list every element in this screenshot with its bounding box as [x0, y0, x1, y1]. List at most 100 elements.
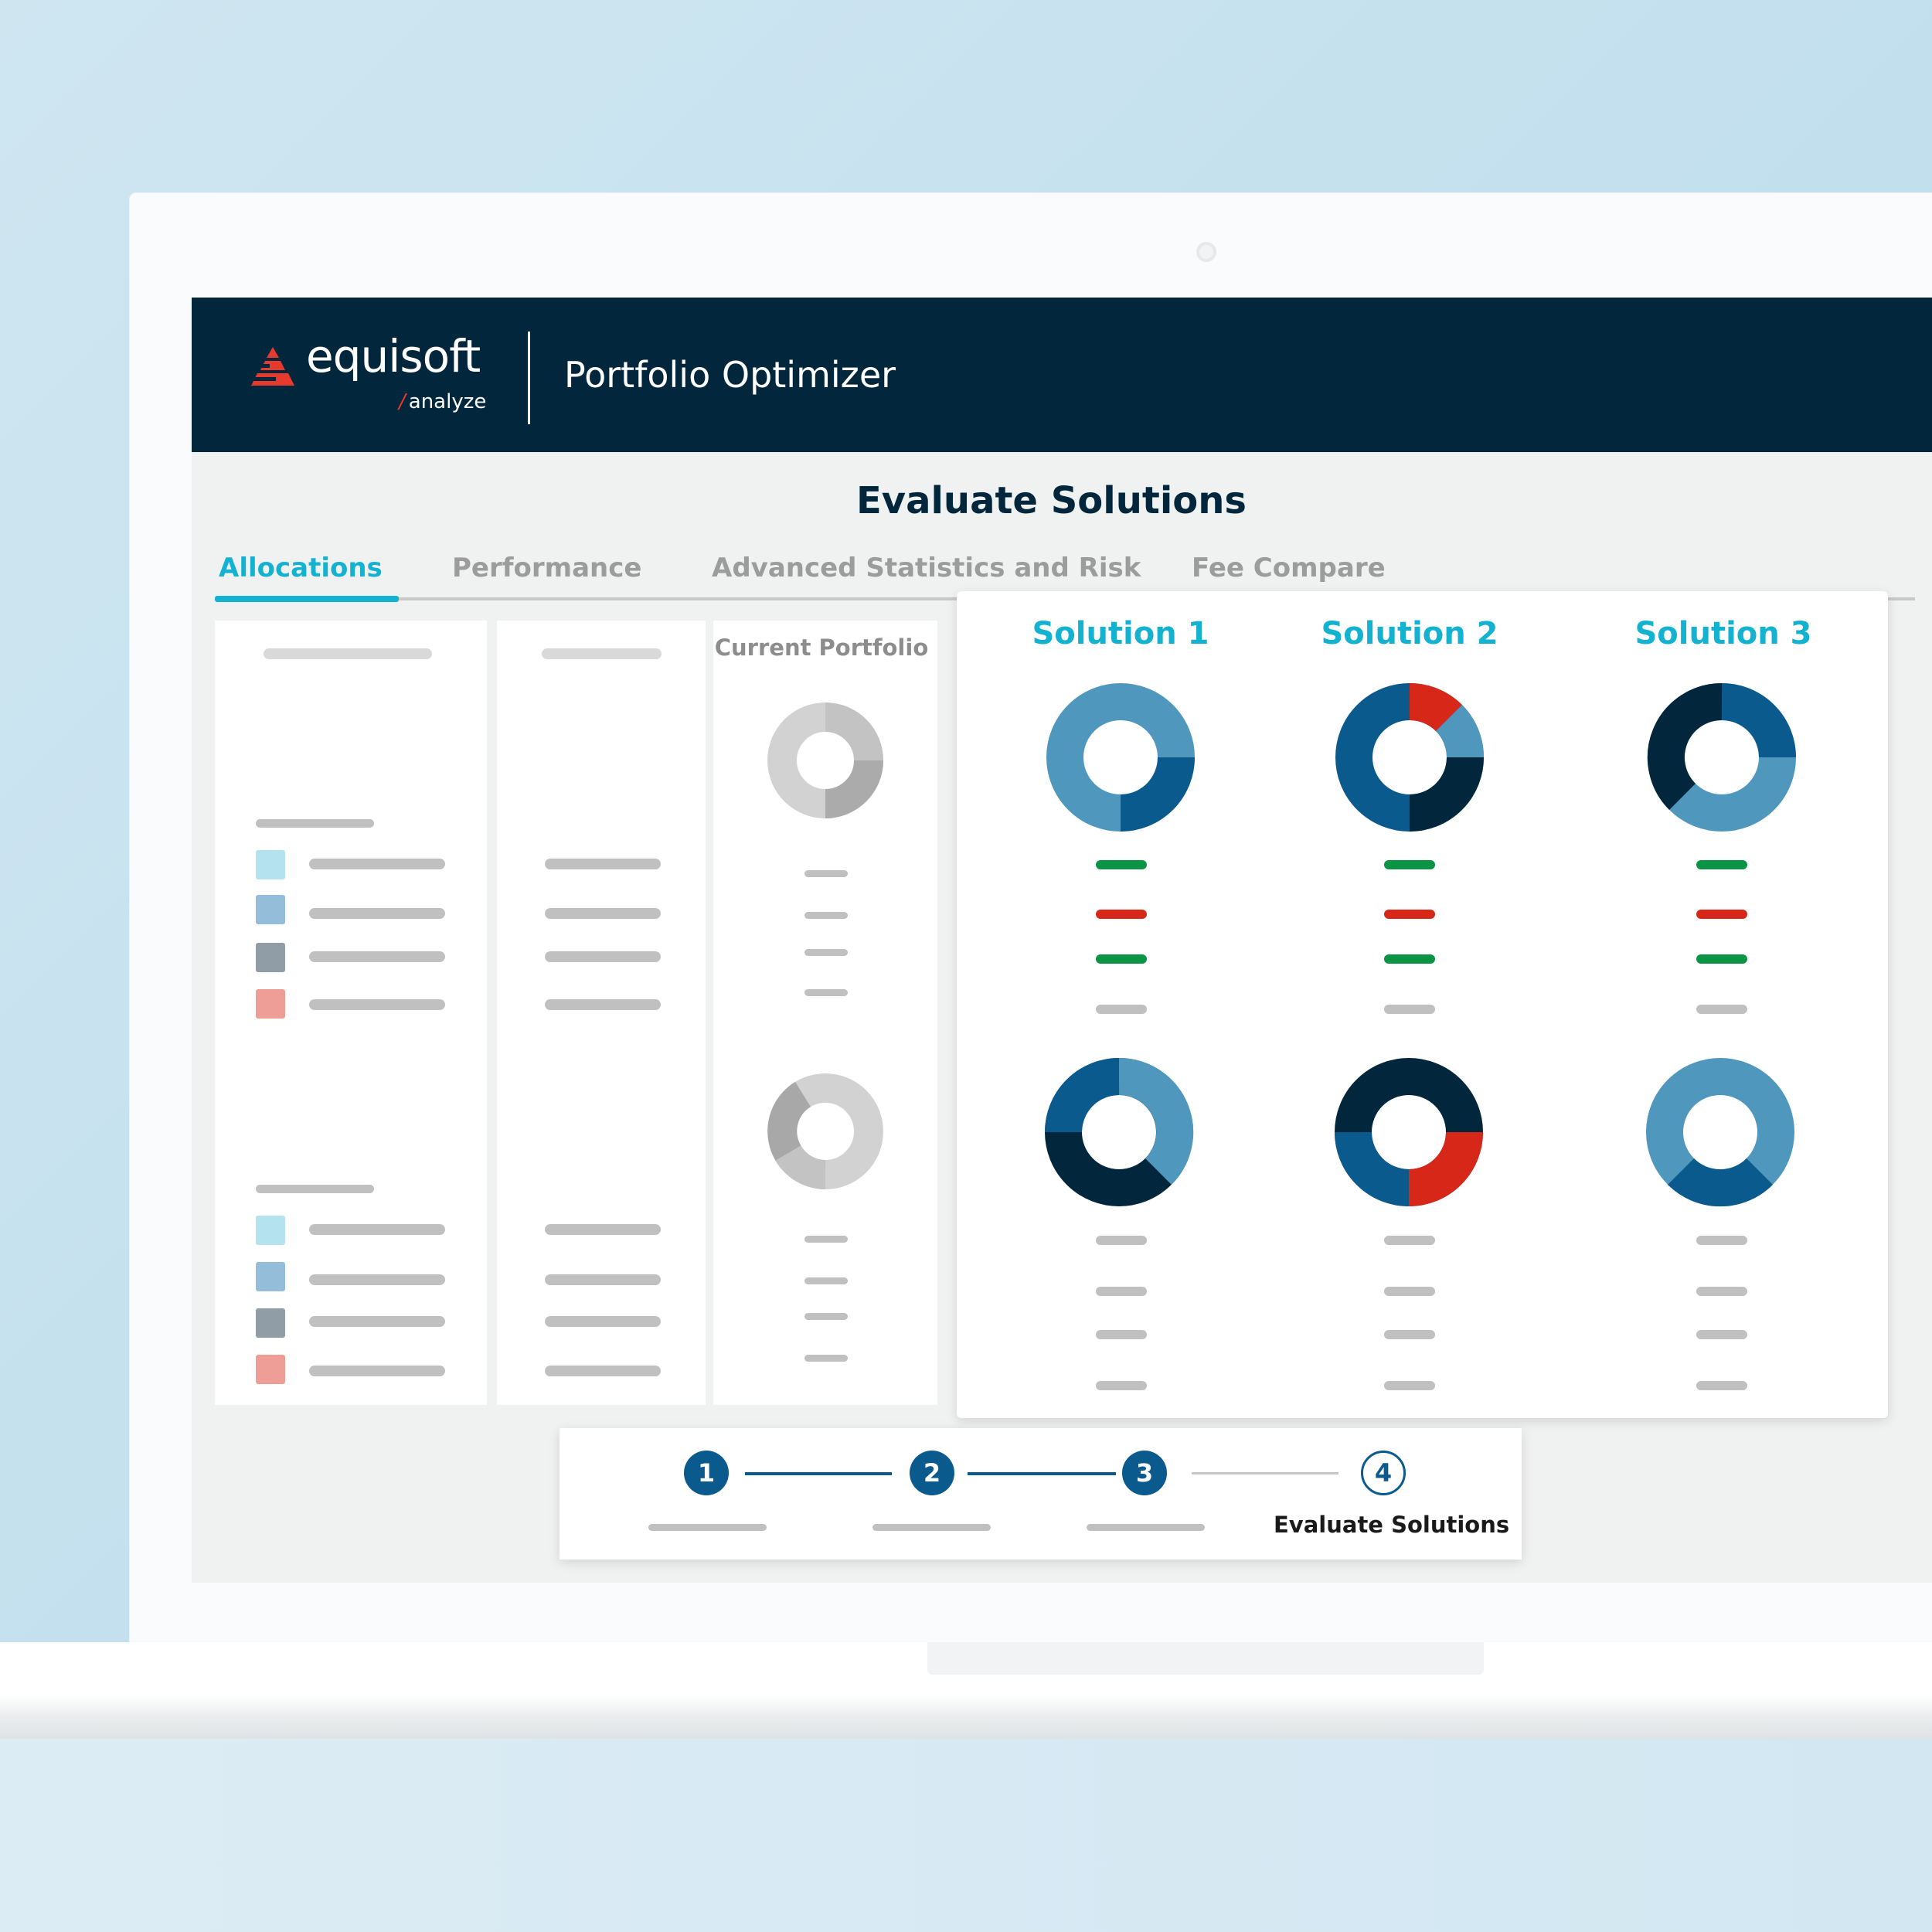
placeholder-bar [309, 1274, 445, 1285]
header-divider [528, 332, 530, 424]
step-4-label: Evaluate Solutions [1274, 1512, 1510, 1538]
current-donut-1 [767, 702, 883, 818]
placeholder-bar [309, 1224, 445, 1235]
equisoft-logo-icon [250, 347, 294, 386]
placeholder-bar [804, 1313, 848, 1320]
metric-dash-grey [1096, 1005, 1147, 1014]
placeholder-bar [542, 648, 662, 659]
brand-sub: / analyze [399, 390, 487, 413]
legend-swatch [256, 989, 285, 1019]
placeholder-bar [256, 1185, 374, 1193]
metric-dash-grey [1696, 1330, 1747, 1339]
step-3-label-placeholder [1087, 1524, 1205, 1531]
solution-3-donut-1 [1647, 682, 1796, 832]
placeholder-bar [309, 859, 445, 869]
values-card [497, 621, 706, 1405]
placeholder-bar [545, 1316, 661, 1327]
solution-1-title[interactable]: Solution 1 [1032, 616, 1209, 651]
screen: equisoft / analyze Portfolio Optimizer Ev… [192, 298, 1932, 1583]
step-connector [745, 1472, 892, 1475]
tab-allocations[interactable]: Allocations [219, 553, 383, 583]
placeholder-bar [545, 951, 661, 962]
legend-swatch [256, 1355, 285, 1384]
placeholder-bar [545, 999, 661, 1010]
app-header: equisoft / analyze Portfolio Optimizer [192, 298, 1932, 452]
solution-2-donut-2 [1335, 1058, 1483, 1206]
progress-stepper: 1 2 3 4 Evaluate Solutions [560, 1428, 1522, 1560]
tab-fee-compare[interactable]: Fee Compare [1192, 553, 1386, 583]
metric-dash-grey [1384, 1005, 1435, 1014]
step-2-label-placeholder [872, 1524, 991, 1531]
current-portfolio-card: Current Portfolio [713, 621, 937, 1405]
current-portfolio-title: Current Portfolio [714, 634, 929, 661]
solution-3-donut-2 [1646, 1058, 1794, 1207]
webcam-icon [1196, 242, 1216, 262]
placeholder-bar [309, 951, 445, 962]
placeholder-bar [309, 999, 445, 1010]
legend-swatch [256, 895, 285, 924]
placeholder-bar [309, 1366, 445, 1376]
placeholder-bar [309, 908, 445, 919]
placeholder-bar [256, 819, 374, 828]
placeholder-bar [545, 1224, 661, 1235]
metric-dash-grey [1096, 1287, 1147, 1296]
placeholder-bar [804, 989, 848, 996]
metric-dash-green [1096, 860, 1147, 869]
metric-dash-grey [1096, 1381, 1147, 1390]
placeholder-bar [804, 949, 848, 956]
step-1-label-placeholder [648, 1524, 767, 1531]
legend-swatch [256, 943, 285, 972]
legend-swatch [256, 1216, 285, 1245]
solution-1-donut-2 [1045, 1057, 1194, 1206]
step-connector [968, 1472, 1116, 1475]
solution-2-donut-1 [1335, 682, 1485, 832]
solution-2-title[interactable]: Solution 2 [1321, 616, 1498, 651]
solution-3-title[interactable]: Solution 3 [1634, 616, 1812, 651]
metric-dash-red [1696, 910, 1747, 919]
brand-name: equisoft [306, 330, 481, 383]
legend-swatch [256, 850, 285, 879]
placeholder-bar [804, 1277, 848, 1284]
placeholder-bar [309, 1316, 445, 1327]
placeholder-bar [804, 870, 848, 877]
metric-dash-green [1096, 954, 1147, 964]
placeholder-bar [545, 1274, 661, 1285]
placeholder-bar [804, 1355, 848, 1362]
metric-dash-grey [1696, 1005, 1747, 1014]
step-3[interactable]: 3 [1122, 1451, 1167, 1495]
metric-dash-red [1384, 910, 1435, 919]
step-1[interactable]: 1 [684, 1451, 729, 1495]
step-4[interactable]: 4 [1361, 1451, 1406, 1495]
current-donut-2 [767, 1073, 883, 1189]
metric-dash-green [1384, 954, 1435, 964]
placeholder-bar [264, 648, 432, 659]
metric-dash-green [1696, 860, 1747, 869]
asset-class-card [215, 621, 487, 1405]
metric-dash-grey [1384, 1381, 1435, 1390]
tab-advanced-statistics[interactable]: Advanced Statistics and Risk [712, 553, 1141, 583]
metric-dash-grey [1096, 1330, 1147, 1339]
tab-performance[interactable]: Performance [452, 553, 642, 583]
metric-dash-grey [1696, 1287, 1747, 1296]
brand-sub-text: analyze [408, 390, 487, 413]
page-title: Evaluate Solutions [856, 479, 1247, 522]
metric-dash-grey [1096, 1236, 1147, 1245]
metric-dash-grey [1384, 1330, 1435, 1339]
metric-dash-red [1096, 910, 1147, 919]
legend-swatch [256, 1262, 285, 1291]
metric-dash-green [1384, 860, 1435, 869]
placeholder-bar [804, 912, 848, 919]
step-2[interactable]: 2 [910, 1451, 954, 1495]
metric-dash-grey [1384, 1236, 1435, 1245]
placeholder-bar [545, 1366, 661, 1376]
placeholder-bar [804, 1236, 848, 1243]
metric-dash-green [1696, 954, 1747, 964]
metric-dash-grey [1696, 1381, 1747, 1390]
background-lower [0, 1739, 1932, 1932]
step-connector [1192, 1472, 1338, 1475]
placeholder-bar [545, 908, 661, 919]
metric-dash-grey [1384, 1287, 1435, 1296]
legend-swatch [256, 1308, 285, 1338]
app-title: Portfolio Optimizer [564, 354, 896, 396]
tab-active-indicator [215, 596, 399, 602]
